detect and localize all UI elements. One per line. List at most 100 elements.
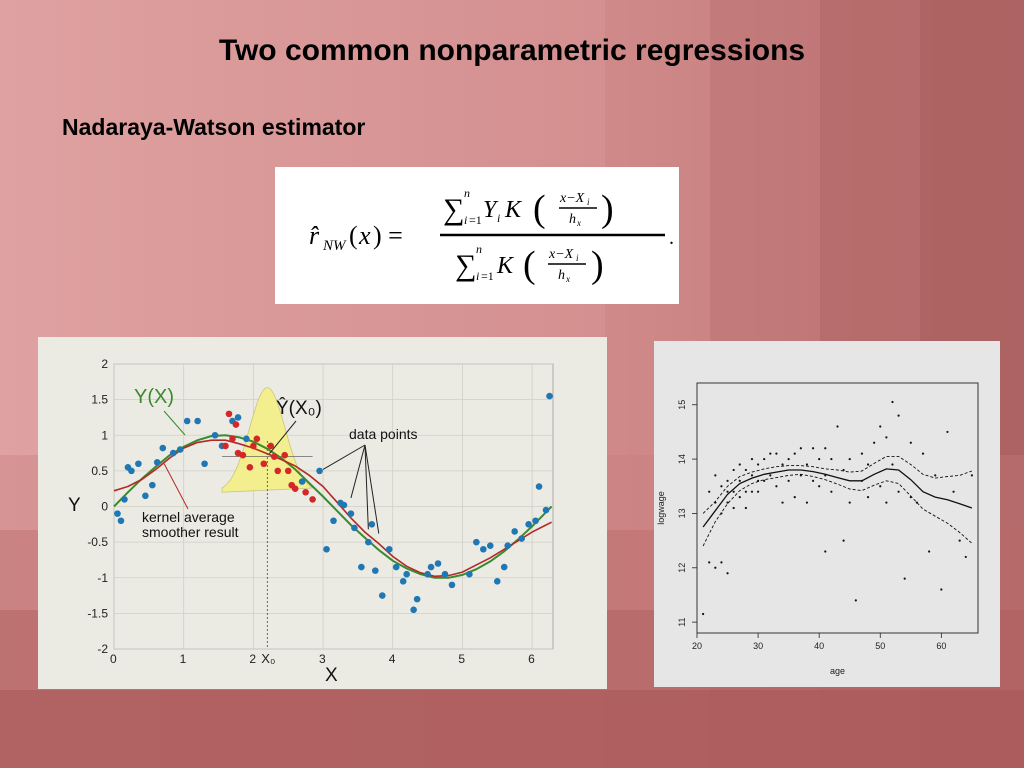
data-point	[720, 485, 723, 488]
data-point	[885, 436, 888, 439]
estimate-arrow	[268, 420, 297, 455]
data-point	[726, 479, 729, 482]
kernel-window-point	[260, 460, 268, 468]
data-point	[323, 545, 330, 553]
data-point	[298, 478, 306, 485]
data-point	[848, 501, 851, 504]
true-curve-annotation: Y(X)	[134, 386, 174, 408]
x-tick-label: 5	[458, 652, 465, 666]
data-point	[726, 501, 729, 504]
data-point	[532, 517, 539, 525]
data-point	[818, 485, 821, 488]
data-point	[934, 474, 937, 477]
data-point	[799, 474, 802, 477]
data-point	[378, 592, 386, 599]
data-point	[885, 501, 888, 504]
data-point	[121, 496, 128, 503]
x-axis-label: age	[830, 666, 845, 676]
data-point	[500, 563, 508, 571]
data-point	[787, 479, 790, 482]
data-point	[403, 570, 410, 578]
svg-text:): )	[601, 188, 614, 230]
kernel-smoother-line	[113, 439, 552, 578]
x-tick-label: 60	[936, 641, 946, 651]
section-heading: Nadaraya-Watson estimator	[62, 114, 366, 140]
data-point	[818, 457, 821, 461]
data-point	[142, 492, 149, 500]
data-point	[243, 435, 250, 443]
data-point	[702, 612, 705, 616]
svg-text:Y: Y	[483, 197, 499, 223]
svg-text:x−X: x−X	[559, 191, 585, 206]
data-point	[392, 563, 400, 571]
data-points-arrow	[364, 444, 380, 534]
data-point	[830, 457, 833, 461]
svg-text:h: h	[569, 212, 576, 227]
data-point	[159, 444, 167, 452]
svg-text:r̂: r̂	[309, 221, 320, 250]
svg-text:=1: =1	[469, 213, 482, 227]
y-tick-label: 13	[677, 508, 687, 518]
data-point	[410, 606, 417, 614]
data-point	[763, 479, 766, 482]
data-point	[958, 539, 961, 542]
data-point	[793, 452, 796, 455]
confidence-band-line	[702, 455, 973, 514]
svg-text:(: (	[523, 244, 536, 286]
svg-text:i: i	[464, 213, 467, 227]
svg-text:x−X: x−X	[548, 247, 574, 262]
data-point	[738, 463, 741, 466]
data-point	[413, 595, 421, 603]
data-point	[879, 485, 882, 488]
data-point	[750, 457, 754, 461]
x0-label: X₀	[261, 651, 275, 666]
x-tick-label: 40	[814, 641, 824, 651]
svg-text:(: (	[533, 188, 546, 230]
data-point	[211, 431, 219, 439]
data-point	[909, 496, 912, 499]
svg-text:∑: ∑	[455, 249, 476, 282]
data-point	[720, 512, 723, 515]
estimate-annotation: Ŷ(X₀)	[276, 397, 322, 419]
data-point	[811, 479, 815, 482]
svg-text:=1: =1	[481, 269, 494, 283]
data-point	[750, 490, 754, 493]
data-point	[891, 400, 894, 404]
data-point	[732, 506, 735, 510]
data-point	[434, 560, 442, 567]
data-point	[897, 490, 900, 493]
svg-text:) =: ) =	[373, 221, 403, 250]
x-tick-label: 30	[753, 641, 763, 651]
data-point	[842, 539, 845, 542]
data-point	[744, 468, 747, 472]
formula-lhs: r̂ NW ( x ) =	[309, 221, 403, 254]
data-point	[879, 425, 882, 428]
kernel-window-point	[222, 442, 229, 450]
x-tick-label: 6	[528, 652, 535, 666]
data-point	[504, 542, 512, 549]
data-point	[424, 570, 431, 578]
data-point	[493, 578, 501, 585]
data-point	[714, 474, 717, 477]
svg-text:i: i	[476, 269, 479, 283]
svg-text:∑: ∑	[443, 193, 464, 226]
y-tick-label: -1.5	[87, 606, 108, 620]
data-point	[756, 479, 760, 482]
data-point	[340, 501, 348, 509]
kernel-window-point	[250, 442, 257, 450]
kernel-window-point	[284, 467, 292, 475]
data-point	[860, 479, 864, 482]
data-point	[824, 474, 827, 477]
data-point	[811, 447, 815, 450]
data-point	[940, 588, 943, 591]
svg-text:(: (	[349, 221, 358, 250]
y-axis-label: logwage	[656, 491, 666, 525]
svg-text:x: x	[358, 221, 371, 250]
x-tick-label: 3	[319, 652, 326, 666]
kernel-window-point	[281, 451, 289, 459]
y-tick-label: 2	[101, 357, 108, 371]
y-tick-label: 15	[677, 400, 687, 410]
data-point	[135, 460, 142, 468]
data-point	[915, 501, 919, 504]
kernel-window-point	[253, 435, 261, 443]
